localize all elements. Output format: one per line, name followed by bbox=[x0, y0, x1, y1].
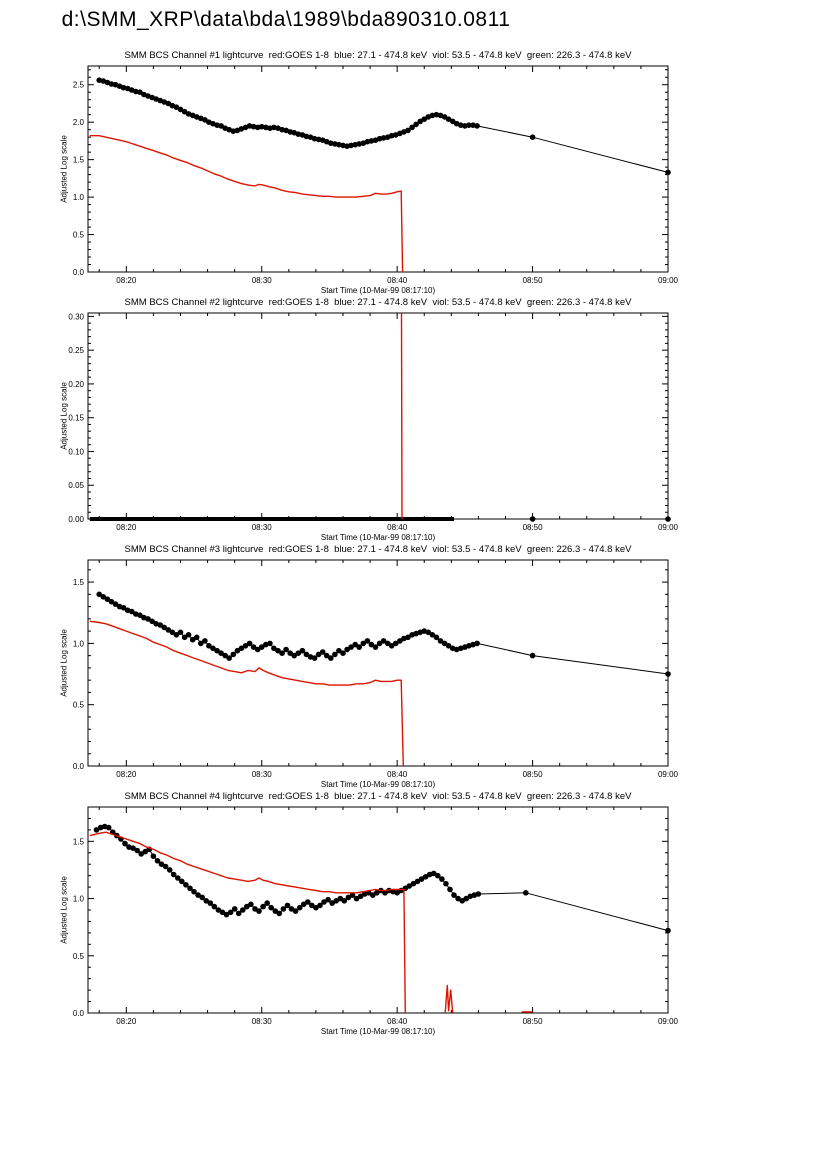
x-tick-label: 08:20 bbox=[116, 1017, 137, 1026]
y-tick-label: 0.5 bbox=[73, 231, 85, 240]
x-axis-label-3: Start Time (10-Mar-99 08:17:10) bbox=[320, 780, 436, 789]
x-tick-label: 08:30 bbox=[252, 1017, 273, 1026]
y-tick-label: 0.5 bbox=[73, 952, 85, 961]
chart-svg: 08:20 08:30 08:40 08:50 09:00 0.0 0.5 1.0 1.5 2.0… bbox=[73, 65, 679, 285]
y-axis-label-3: Adjusted Log scale bbox=[59, 629, 69, 697]
y-axis-label-1: Adjusted Log scale bbox=[59, 135, 69, 203]
y-tick-label: 0.5 bbox=[73, 701, 85, 710]
y-tick-label: 0.0 bbox=[73, 762, 85, 771]
chart-panel-2: 08:20 08:30 08:40 08:50 09:00 0.00 0.05 0.10 0.1… bbox=[0, 295, 826, 542]
panel-title-4: SMM BCS Channel #4 lightcurve red:GOES 1… bbox=[124, 791, 632, 802]
axes: 08:20 08:30 08:40 08:50 09:00 0.0 0.5 1.0 1.5 bbox=[73, 806, 679, 1026]
panel-title-3: SMM BCS Channel #3 lightcurve red:GOES 1… bbox=[124, 544, 632, 555]
series-bcs-ch1 bbox=[96, 77, 671, 176]
x-tick-label: 08:20 bbox=[116, 276, 137, 285]
x-axis-label-2: Start Time (10-Mar-99 08:17:10) bbox=[320, 533, 436, 542]
y-tick-label: 0.25 bbox=[68, 346, 84, 355]
axes: 08:20 08:30 08:40 08:50 09:00 0.00 0.05 0.10 0.1… bbox=[68, 312, 678, 532]
x-tick-label: 09:00 bbox=[658, 276, 679, 285]
x-axis-label-1: Start Time (10-Mar-99 08:17:10) bbox=[320, 286, 436, 295]
x-tick-label: 08:50 bbox=[523, 1017, 544, 1026]
chart-area-4: 08:20 08:30 08:40 08:50 09:00 0.0 0.5 1.0 1.5 bbox=[0, 789, 826, 1036]
series-goes-1-8 bbox=[89, 831, 406, 1014]
x-tick-label: 08:20 bbox=[116, 523, 137, 532]
series-bcs-ch4 bbox=[93, 823, 671, 934]
y-tick-label: 1.5 bbox=[73, 837, 85, 846]
y-tick-label: 0.30 bbox=[68, 312, 84, 321]
plot-frame bbox=[87, 65, 669, 273]
x-tick-label: 08:40 bbox=[387, 523, 408, 532]
page-title: d:\SMM_XRP\data\bda\1989\bda890310.0811 bbox=[61, 8, 511, 31]
chart-area-1: 08:20 08:30 08:40 08:50 09:00 0.0 0.5 1.0 1.5 2.0… bbox=[0, 48, 826, 295]
series-goes-spike bbox=[444, 984, 454, 1014]
series-bcs-ch3 bbox=[96, 591, 671, 677]
y-tick-label: 0.15 bbox=[68, 414, 84, 423]
y-tick-label: 0.00 bbox=[68, 515, 84, 524]
x-tick-label: 08:50 bbox=[523, 276, 544, 285]
series-bcs-ch2-points bbox=[529, 516, 671, 522]
panel-title-1: SMM BCS Channel #1 lightcurve red:GOES 1… bbox=[124, 50, 632, 61]
y-tick-label: 1.0 bbox=[73, 193, 85, 202]
chart-svg: 08:20 08:30 08:40 08:50 09:00 0.0 0.5 1.0 1.5 bbox=[73, 559, 679, 779]
x-tick-label: 08:50 bbox=[523, 523, 544, 532]
plot-frame bbox=[87, 559, 669, 767]
chart-svg: 08:20 08:30 08:40 08:50 09:00 0.0 0.5 1.0 1.5 bbox=[73, 806, 679, 1026]
y-tick-label: 0.10 bbox=[68, 447, 84, 456]
y-tick-label: 1.5 bbox=[73, 578, 85, 587]
y-tick-label: 0.0 bbox=[73, 1009, 85, 1018]
y-tick-label: 1.0 bbox=[73, 639, 85, 648]
x-tick-label: 08:50 bbox=[523, 770, 544, 779]
x-tick-label: 08:30 bbox=[252, 523, 273, 532]
y-axis-label-4: Adjusted Log scale bbox=[59, 876, 69, 944]
x-tick-label: 09:00 bbox=[658, 770, 679, 779]
x-tick-label: 08:40 bbox=[387, 1017, 408, 1026]
plot-frame bbox=[87, 806, 669, 1014]
y-tick-label: 0.20 bbox=[68, 380, 84, 389]
chart-svg: 08:20 08:30 08:40 08:50 09:00 0.00 0.05 0.10 0.1… bbox=[68, 312, 678, 532]
series-goes-1-8 bbox=[89, 620, 404, 767]
x-axis-label-4: Start Time (10-Mar-99 08:17:10) bbox=[320, 1027, 436, 1036]
axes: 08:20 08:30 08:40 08:50 09:00 0.0 0.5 1.0 1.5 2.0… bbox=[73, 66, 679, 285]
y-tick-label: 2.5 bbox=[73, 81, 85, 90]
y-tick-label: 0.05 bbox=[68, 481, 84, 490]
x-tick-label: 08:30 bbox=[252, 276, 273, 285]
x-tick-label: 08:40 bbox=[387, 276, 408, 285]
plot-frame bbox=[87, 312, 669, 520]
chart-panel-4: 08:20 08:30 08:40 08:50 09:00 0.0 0.5 1.0 1.5 SM… bbox=[0, 789, 826, 1036]
axes: 08:20 08:30 08:40 08:50 09:00 0.0 0.5 1.0 1.5 bbox=[73, 560, 679, 779]
x-tick-label: 08:20 bbox=[116, 770, 137, 779]
x-tick-label: 08:30 bbox=[252, 770, 273, 779]
y-tick-label: 0.0 bbox=[73, 268, 85, 277]
x-tick-label: 09:00 bbox=[658, 1017, 679, 1026]
y-tick-label: 2.0 bbox=[73, 118, 85, 127]
x-tick-label: 08:40 bbox=[387, 770, 408, 779]
x-tick-label: 09:00 bbox=[658, 523, 679, 532]
series-goes-1-8 bbox=[89, 134, 404, 273]
chart-area-2: 08:20 08:30 08:40 08:50 09:00 0.00 0.05 0.10 0.1… bbox=[0, 295, 826, 542]
chart-panel-3: 08:20 08:30 08:40 08:50 09:00 0.0 0.5 1.0 1.5 SM… bbox=[0, 542, 826, 789]
y-tick-label: 1.5 bbox=[73, 156, 85, 165]
chart-area-3: 08:20 08:30 08:40 08:50 09:00 0.0 0.5 1.0 1.5 bbox=[0, 542, 826, 789]
y-tick-label: 1.0 bbox=[73, 895, 85, 904]
chart-panel-1: 08:20 08:30 08:40 08:50 09:00 0.0 0.5 1.0 1.5 2.0… bbox=[0, 48, 826, 295]
y-axis-label-2: Adjusted Log scale bbox=[59, 382, 69, 450]
panel-title-2: SMM BCS Channel #2 lightcurve red:GOES 1… bbox=[124, 297, 632, 308]
series-goes-1-8 bbox=[400, 312, 403, 520]
